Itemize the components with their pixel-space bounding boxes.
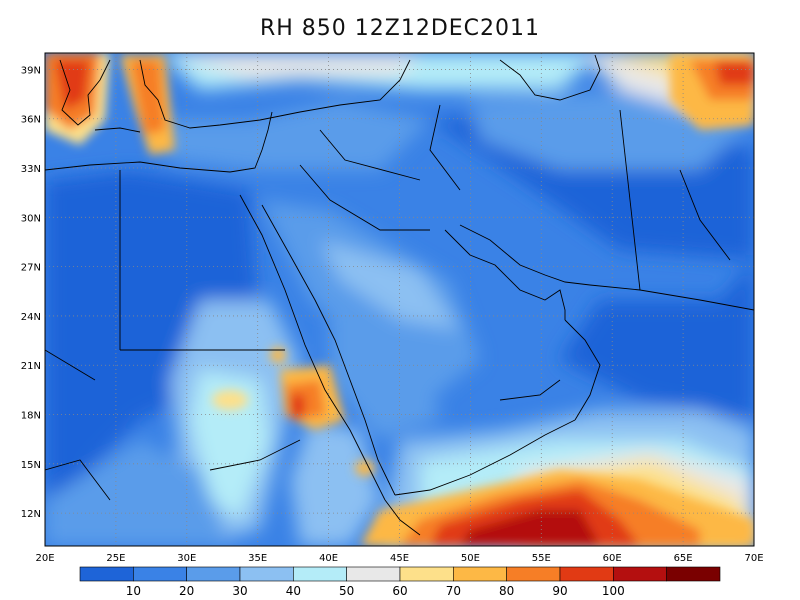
latitude-tick-label: 39N [21, 65, 41, 76]
colorbar [79, 566, 721, 582]
colorbar-labels: 10 20 30 40 50 60 70 80 90 100 [126, 584, 625, 598]
longitude-tick-label: 25E [106, 553, 125, 564]
colorbar-swatch [453, 566, 507, 582]
latitude-tick-label: 21N [21, 361, 41, 372]
longitude-tick-label: 50E [461, 553, 480, 564]
longitude-tick-label: 70E [744, 553, 763, 564]
colorbar-label: 70 [446, 584, 461, 598]
latitude-tick-label: 36N [21, 115, 41, 126]
colorbar-label: 60 [392, 584, 407, 598]
colorbar-swatch [399, 566, 454, 582]
latitude-tick-label: 33N [21, 164, 41, 175]
colorbar-swatch [506, 566, 561, 582]
latitude-tick-label: 15N [21, 460, 41, 471]
longitude-tick-label: 20E [35, 553, 54, 564]
colorbar-swatch [186, 566, 241, 582]
colorbar-label: 90 [552, 584, 567, 598]
latitude-tick-label: 30N [21, 213, 41, 224]
humidity-field [45, 53, 754, 546]
longitude-tick-label: 45E [390, 553, 409, 564]
colorbar-swatch [666, 566, 721, 582]
colorbar-label: 50 [339, 584, 354, 598]
latitude-tick-label: 24N [21, 312, 41, 323]
map-title: RH 850 12Z12DEC2011 [259, 16, 541, 41]
latitude-tick-label: 12N [21, 509, 41, 520]
colorbar-label: 40 [286, 584, 301, 598]
colorbar-swatch [293, 566, 347, 582]
longitude-labels: 20E 25E 30E 35E 40E 45E 50E 55E 60E 65E 70E [35, 553, 763, 564]
latitude-labels: 12N 15N 18N 21N 24N 27N 30N 33N 36N 39N [21, 65, 41, 520]
colorbar-label: 80 [499, 584, 514, 598]
latitude-tick-label: 27N [21, 263, 41, 274]
latitude-tick-label: 18N [21, 411, 41, 422]
longitude-tick-label: 60E [603, 553, 622, 564]
map-frame [44, 52, 755, 547]
colorbar-swatch [79, 566, 134, 582]
longitude-tick-label: 40E [319, 553, 338, 564]
colorbar-swatch [133, 566, 187, 582]
colorbar-swatch [239, 566, 294, 582]
longitude-tick-label: 30E [177, 553, 196, 564]
coastlines [45, 54, 754, 536]
colorbar-label: 10 [126, 584, 141, 598]
colorbar-label: 20 [179, 584, 194, 598]
colorbar-swatch [613, 566, 667, 582]
colorbar-swatch [559, 566, 614, 582]
longitude-tick-label: 65E [674, 553, 693, 564]
longitude-tick-label: 55E [532, 553, 551, 564]
longitude-tick-label: 35E [248, 553, 267, 564]
colorbar-swatch [346, 566, 401, 582]
colorbar-label: 100 [602, 584, 625, 598]
colorbar-label: 30 [232, 584, 247, 598]
